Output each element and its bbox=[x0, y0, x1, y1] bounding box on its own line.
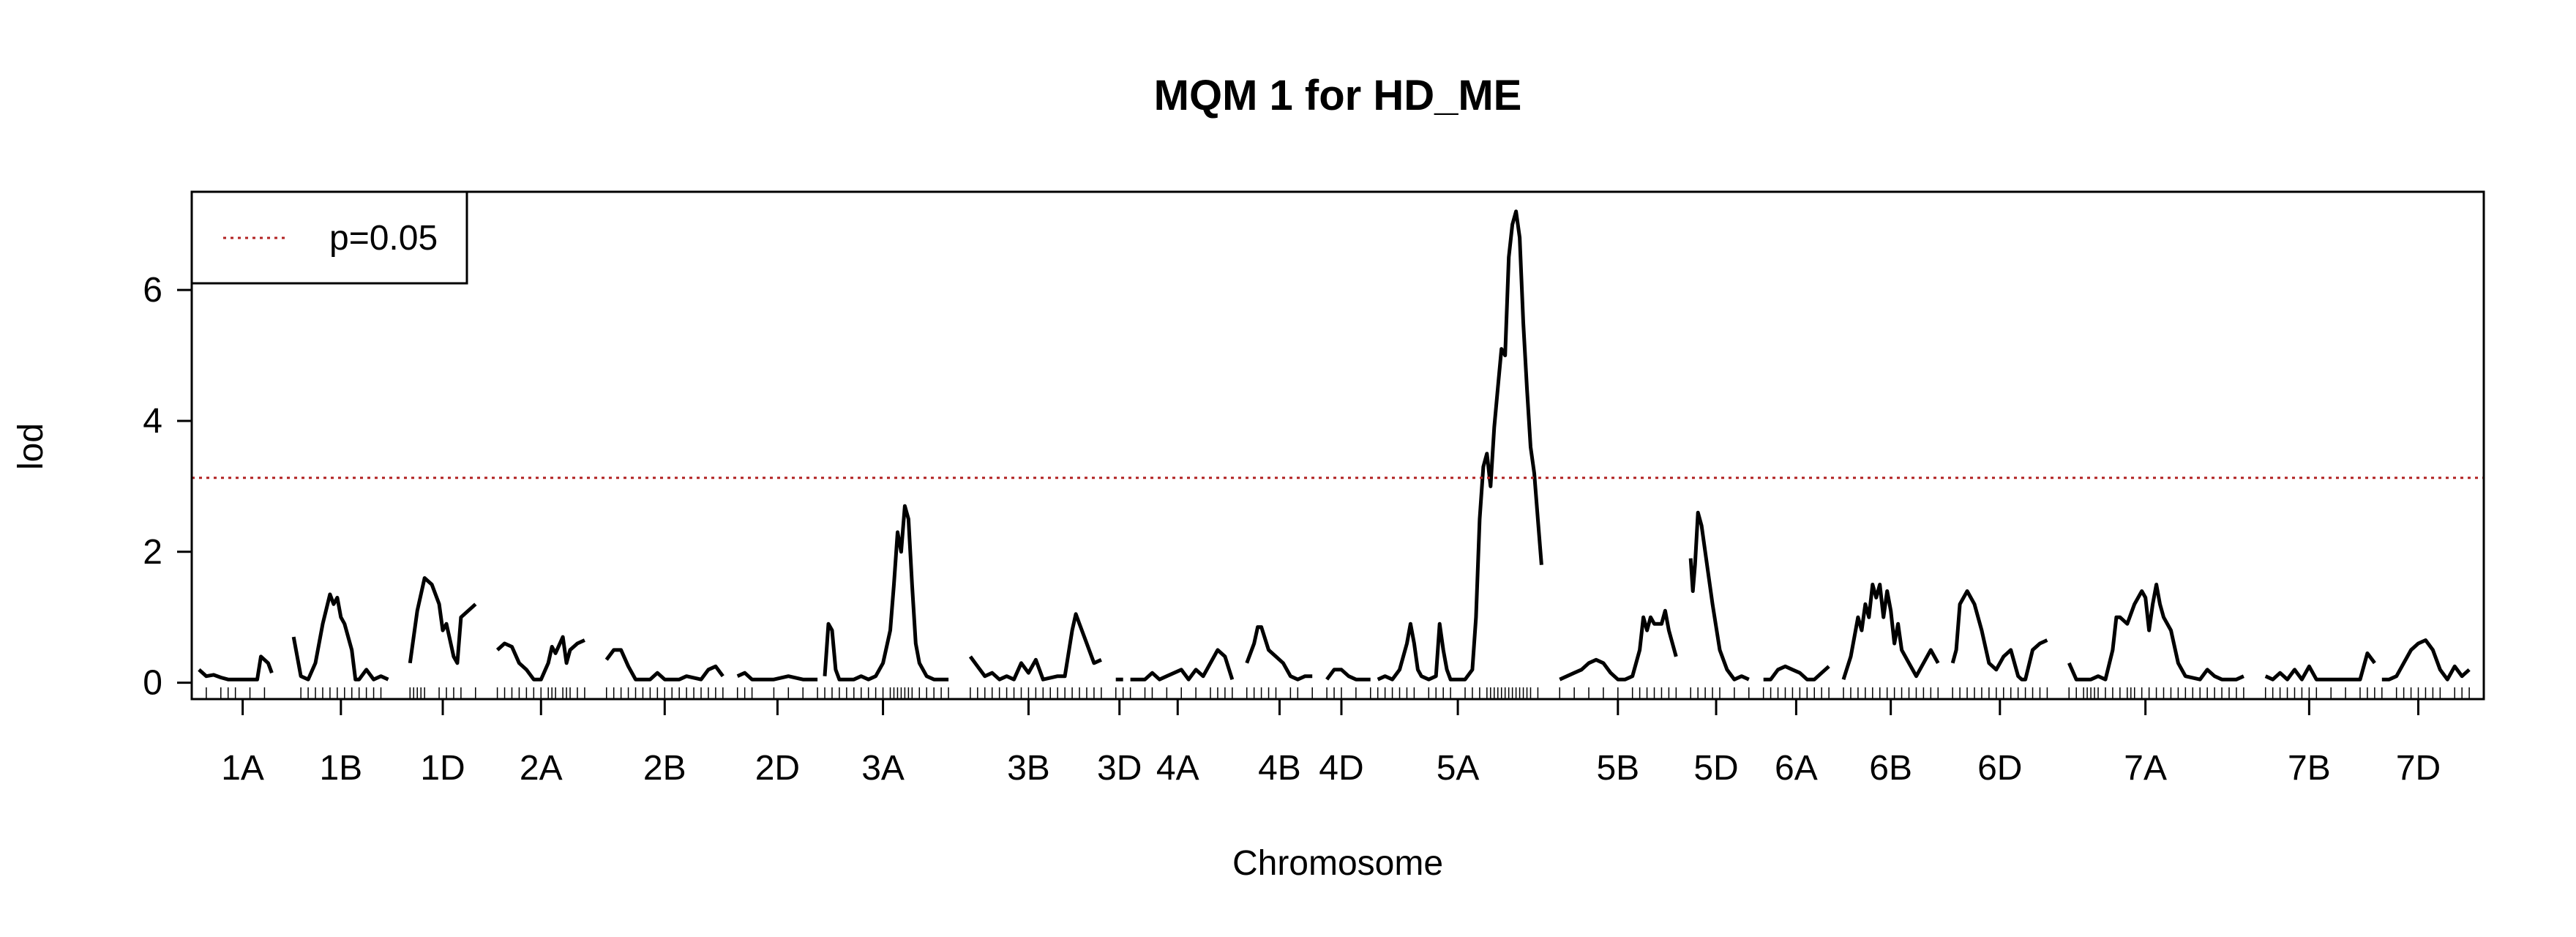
lod-curve-5d bbox=[1688, 510, 1750, 682]
lod-curve-5a bbox=[1377, 209, 1543, 682]
x-tick-label-2d: 2D bbox=[755, 749, 800, 788]
x-tick-label-4d: 4D bbox=[1319, 749, 1363, 788]
legend-threshold-label: p=0.05 bbox=[329, 219, 438, 258]
x-tick-label-1b: 1B bbox=[319, 749, 362, 788]
x-axis: 1A 1B 1D 2A 2B 2D 3A 3B 3D 4A 4B 4D 5A 5B 5D 6A 6B 6D 7A 7B… bbox=[221, 699, 2441, 788]
lod-curve-6d bbox=[1950, 589, 2048, 682]
chart-title: MQM 1 for HD_ME bbox=[1154, 72, 1522, 119]
lod-curve-3b bbox=[968, 612, 1102, 682]
plot-frame bbox=[190, 190, 2485, 701]
y-tick-label-2: 2 bbox=[143, 533, 162, 572]
x-tick-label-4a: 4A bbox=[1156, 749, 1199, 788]
lod-curve-2d bbox=[736, 671, 818, 682]
lod-curve-2b bbox=[604, 648, 724, 682]
x-tick-label-3a: 3A bbox=[861, 749, 905, 788]
x-tick-label-1d: 1D bbox=[420, 749, 465, 788]
x-tick-label-5b: 5B bbox=[1596, 749, 1639, 788]
x-tick-label-7d: 7D bbox=[2396, 749, 2441, 788]
x-tick-label-3d: 3D bbox=[1097, 749, 1142, 788]
y-tick-label-6: 6 bbox=[143, 271, 162, 310]
x-tick-label-7b: 7B bbox=[2288, 749, 2331, 788]
lod-curve-7d bbox=[2381, 638, 2471, 682]
x-tick-label-6d: 6D bbox=[1977, 749, 2022, 788]
x-tick-label-1a: 1A bbox=[221, 749, 264, 788]
lod-curve-4a bbox=[1130, 648, 1235, 682]
x-tick-label-3b: 3B bbox=[1007, 749, 1050, 788]
x-tick-label-6b: 6B bbox=[1869, 749, 1912, 788]
lod-curve-6b bbox=[1841, 583, 1940, 680]
y-tick-label-4: 4 bbox=[143, 402, 162, 441]
lod-curve-1b bbox=[291, 592, 389, 682]
lod-curve-2a bbox=[495, 635, 585, 682]
lod-curve-6a bbox=[1763, 664, 1830, 682]
x-tick-label-5d: 5D bbox=[1693, 749, 1738, 788]
x-tick-label-4b: 4B bbox=[1258, 749, 1301, 788]
lod-curve-1d bbox=[408, 576, 477, 665]
marker-rug bbox=[206, 687, 2470, 699]
y-axis: 0 2 4 6 bbox=[143, 271, 192, 703]
lod-curve-4b bbox=[1245, 625, 1313, 682]
x-tick-label-2b: 2B bbox=[643, 749, 686, 788]
lod-curve-3a bbox=[823, 504, 949, 682]
x-axis-label: Chromosome bbox=[1232, 844, 1443, 883]
legend: p=0.05 bbox=[190, 190, 468, 285]
lod-curve-5b bbox=[1559, 608, 1678, 682]
x-tick-label-2a: 2A bbox=[520, 749, 563, 788]
lod-curves bbox=[198, 209, 2471, 682]
lod-curve-7b bbox=[2264, 651, 2376, 682]
y-axis-label: lod bbox=[12, 423, 50, 470]
y-tick-label-0: 0 bbox=[143, 664, 162, 703]
legend-box bbox=[190, 190, 468, 285]
x-tick-label-6a: 6A bbox=[1775, 749, 1818, 788]
lod-curve-4d bbox=[1325, 668, 1371, 682]
lod-curve-7a bbox=[2067, 583, 2244, 682]
x-tick-label-7a: 7A bbox=[2124, 749, 2167, 788]
lod-curve-1a bbox=[198, 654, 274, 682]
x-tick-label-5a: 5A bbox=[1437, 749, 1480, 788]
